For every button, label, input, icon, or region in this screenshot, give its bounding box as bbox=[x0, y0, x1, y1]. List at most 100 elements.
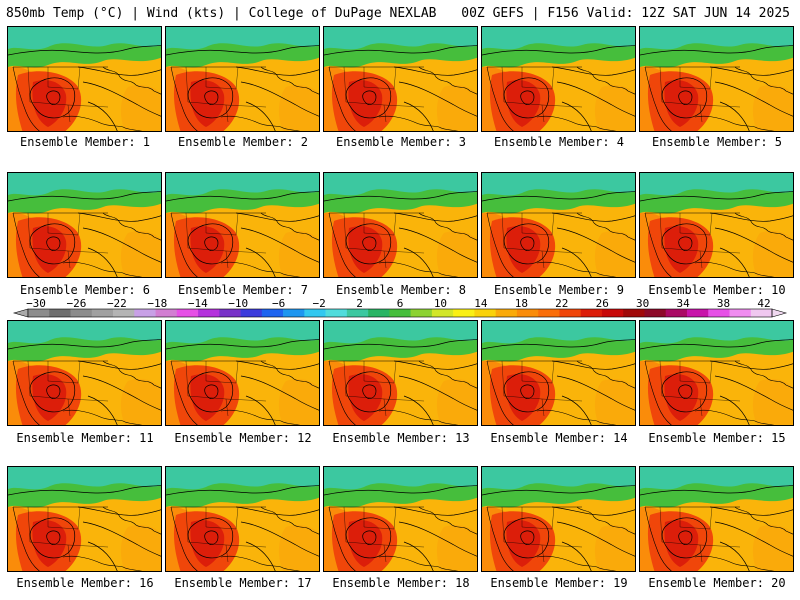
member-caption: Ensemble Member: 11 bbox=[16, 431, 154, 445]
colorbar-tick-label: 6 bbox=[396, 297, 404, 310]
ensemble-member-map bbox=[165, 26, 320, 132]
ensemble-member-map bbox=[7, 320, 162, 426]
member-caption: Ensemble Member: 9 bbox=[493, 283, 625, 297]
colorbar-swatch bbox=[155, 309, 178, 317]
colorbar-swatch bbox=[750, 309, 773, 317]
colorbar-swatch bbox=[389, 309, 411, 317]
member-caption: Ensemble Member: 13 bbox=[332, 431, 470, 445]
colorbar-swatch bbox=[283, 309, 305, 317]
colorbar-swatch bbox=[49, 309, 71, 317]
member-caption: Ensemble Member: 5 bbox=[651, 135, 783, 149]
ensemble-member-map bbox=[481, 26, 636, 132]
colorbar-swatch bbox=[623, 309, 645, 317]
colorbar-swatch bbox=[219, 309, 241, 317]
colorbar-swatch bbox=[729, 309, 752, 317]
colorbar-tick-label: 26 bbox=[595, 297, 609, 310]
colorbar-swatch bbox=[708, 309, 730, 317]
colorbar-swatch bbox=[28, 309, 50, 317]
member-caption: Ensemble Member: 20 bbox=[648, 576, 786, 590]
colorbar-tick-label: 38 bbox=[716, 297, 731, 310]
colorbar-swatch bbox=[644, 309, 667, 317]
member-caption: Ensemble Member: 12 bbox=[174, 431, 312, 445]
colorbar-swatch bbox=[134, 309, 156, 317]
colorbar-swatch bbox=[240, 309, 263, 317]
colorbar-tick-label: 18 bbox=[514, 297, 528, 310]
colorbar-swatch bbox=[474, 309, 496, 317]
colorbar-swatch bbox=[261, 309, 284, 317]
colorbar-tick-label: −14 bbox=[187, 297, 208, 310]
member-caption: Ensemble Member: 16 bbox=[16, 576, 154, 590]
colorbar-swatch bbox=[325, 309, 348, 317]
colorbar-swatch bbox=[601, 309, 624, 317]
colorbar-swatch bbox=[559, 309, 581, 317]
colorbar-swatch bbox=[113, 309, 135, 317]
ensemble-member-map bbox=[481, 466, 636, 572]
colorbar-swatch bbox=[686, 309, 709, 317]
ensemble-member-map bbox=[323, 26, 478, 132]
member-caption: Ensemble Member: 7 bbox=[177, 283, 309, 297]
ensemble-member-map bbox=[639, 26, 794, 132]
colorbar-tick-label: 14 bbox=[474, 297, 488, 310]
colorbar-tick-label: −6 bbox=[272, 297, 286, 310]
colorbar-tick-label: 2 bbox=[356, 297, 363, 310]
ensemble-member-map bbox=[323, 320, 478, 426]
ensemble-member-map bbox=[481, 172, 636, 278]
colorbar-swatch bbox=[665, 309, 688, 317]
colorbar-max-arrow bbox=[771, 308, 788, 318]
colorbar-swatch bbox=[495, 309, 518, 317]
ensemble-member-map bbox=[481, 320, 636, 426]
temperature-colorbar bbox=[12, 308, 788, 318]
colorbar-tick-label: −26 bbox=[66, 297, 87, 310]
ensemble-member-map bbox=[165, 320, 320, 426]
member-caption: Ensemble Member: 10 bbox=[648, 283, 786, 297]
ensemble-member-map bbox=[639, 466, 794, 572]
member-caption: Ensemble Member: 6 bbox=[19, 283, 151, 297]
member-caption: Ensemble Member: 3 bbox=[335, 135, 467, 149]
map-title: 850mb Temp (°C) | Wind (kts) | College o… bbox=[6, 6, 437, 21]
ensemble-member-map bbox=[323, 172, 478, 278]
ensemble-member-map bbox=[7, 466, 162, 572]
ensemble-member-map bbox=[165, 172, 320, 278]
member-caption: Ensemble Member: 2 bbox=[177, 135, 309, 149]
colorbar-tick-label: 34 bbox=[676, 297, 690, 310]
colorbar-swatch bbox=[176, 309, 199, 317]
member-caption: Ensemble Member: 1 bbox=[19, 135, 151, 149]
member-caption: Ensemble Member: 15 bbox=[648, 431, 786, 445]
member-caption: Ensemble Member: 17 bbox=[174, 576, 312, 590]
colorbar-swatch bbox=[580, 309, 603, 317]
colorbar-swatch bbox=[70, 309, 93, 317]
colorbar-tick-label: −2 bbox=[312, 297, 326, 310]
ensemble-member-map bbox=[639, 320, 794, 426]
ensemble-member-map bbox=[323, 466, 478, 572]
colorbar-tick-label: 30 bbox=[636, 297, 650, 310]
colorbar-tick-label: −18 bbox=[147, 297, 168, 310]
ensemble-member-map bbox=[165, 466, 320, 572]
colorbar-tick-label: 22 bbox=[555, 297, 569, 310]
colorbar-swatch bbox=[516, 309, 539, 317]
colorbar-min-arrow bbox=[12, 308, 29, 318]
member-caption: Ensemble Member: 18 bbox=[332, 576, 470, 590]
colorbar-tick-label: −22 bbox=[106, 297, 127, 310]
colorbar-swatch bbox=[538, 309, 560, 317]
ensemble-member-map bbox=[639, 172, 794, 278]
member-caption: Ensemble Member: 8 bbox=[335, 283, 467, 297]
colorbar-border bbox=[27, 308, 773, 318]
colorbar-swatch bbox=[304, 309, 326, 317]
colorbar-swatch bbox=[410, 309, 433, 317]
ensemble-member-map bbox=[7, 26, 162, 132]
colorbar-swatch bbox=[91, 309, 114, 317]
colorbar-tick-label: 10 bbox=[433, 297, 448, 310]
colorbar-tick-label: −30 bbox=[26, 297, 46, 310]
colorbar-swatch bbox=[198, 309, 220, 317]
colorbar-swatch bbox=[368, 309, 390, 317]
colorbar-tick-label: −10 bbox=[228, 297, 249, 310]
member-caption: Ensemble Member: 14 bbox=[490, 431, 628, 445]
member-caption: Ensemble Member: 4 bbox=[493, 135, 625, 149]
colorbar-tick-label: 42 bbox=[757, 297, 771, 310]
model-run-label: 00Z GEFS | F156 Valid: 12Z SAT JUN 14 20… bbox=[461, 6, 790, 21]
ensemble-member-map bbox=[7, 172, 162, 278]
colorbar-swatch bbox=[431, 309, 454, 317]
colorbar-swatch bbox=[346, 309, 369, 317]
colorbar-swatch bbox=[453, 309, 475, 317]
member-caption: Ensemble Member: 19 bbox=[490, 576, 628, 590]
